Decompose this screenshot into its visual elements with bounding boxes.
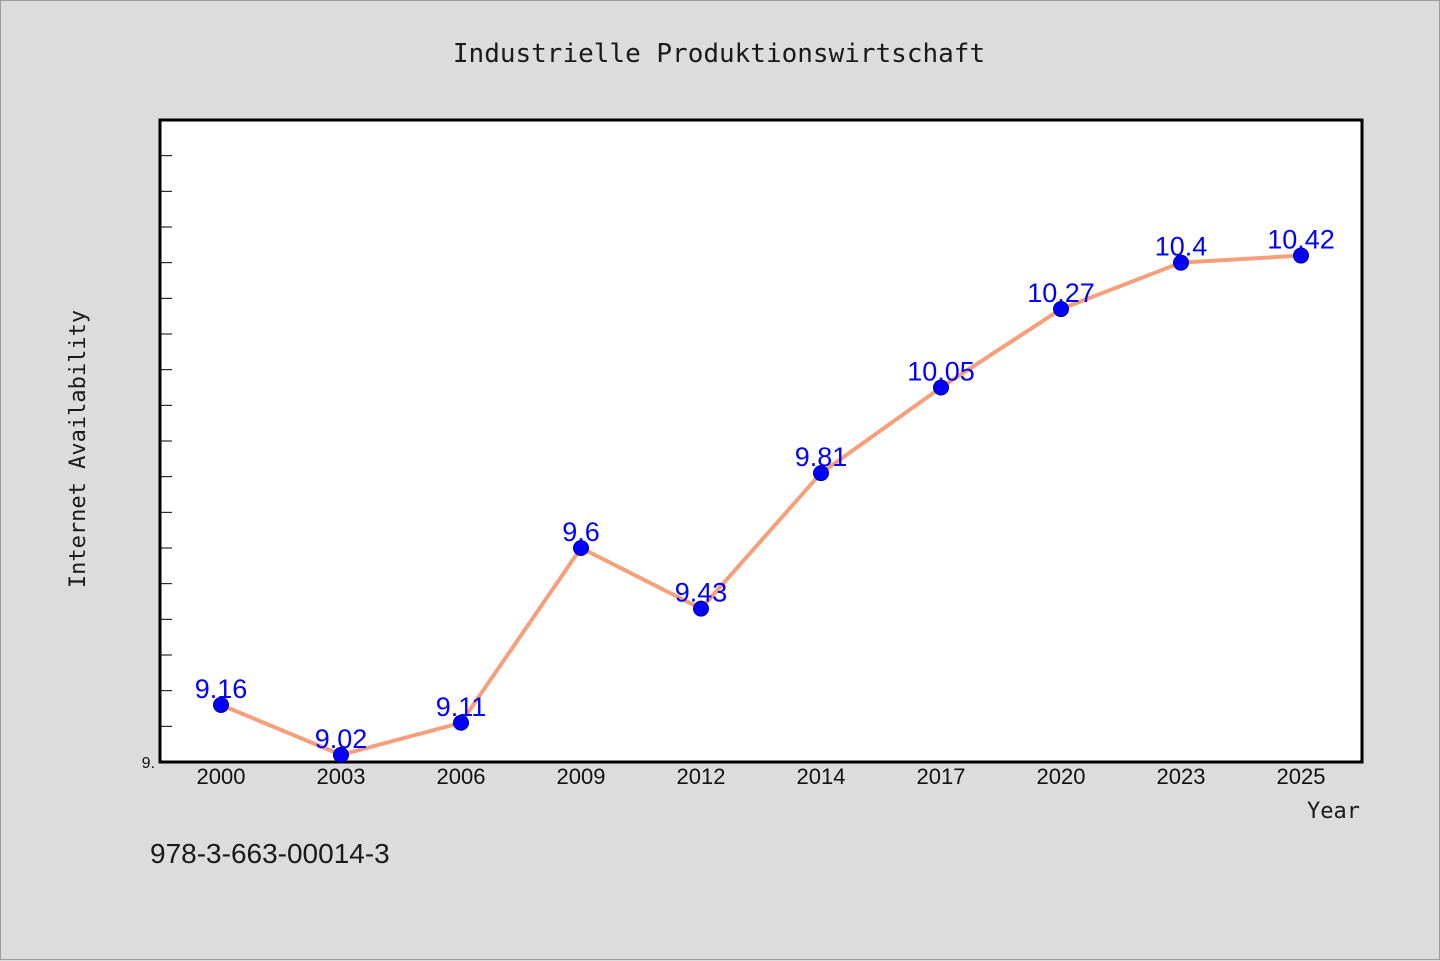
series-line xyxy=(220,253,1302,757)
x-tick-label: 2000 xyxy=(197,764,246,789)
x-axis-ticks: 2000 2003 2006 2009 2012 2014 2017 2020 2023 2025 xyxy=(197,764,1326,789)
x-tick-label: 2020 xyxy=(1037,764,1086,789)
data-point xyxy=(213,696,229,713)
data-label: 9.11 xyxy=(436,692,487,722)
x-tick-label: 2023 xyxy=(1157,764,1206,789)
data-label: 9.81 xyxy=(795,442,848,472)
x-tick-label: 2006 xyxy=(437,764,486,789)
x-tick-label: 2009 xyxy=(557,764,606,789)
data-labels: 9.16 9.02 9.11 9.6 9.43 9.81 10.05 10.27 10.4 10.… xyxy=(195,225,1335,754)
y-tick-label: 9. xyxy=(142,755,155,772)
x-axis-label: Year xyxy=(1307,799,1360,824)
data-point xyxy=(333,746,349,763)
data-point xyxy=(933,379,949,396)
data-label: 10.05 xyxy=(907,357,975,387)
data-point xyxy=(453,714,469,731)
isbn-footer: 978-3-663-00014-3 xyxy=(150,838,390,869)
data-point xyxy=(1293,247,1309,264)
data-point xyxy=(1053,301,1069,318)
data-label: 10.4 xyxy=(1155,232,1208,262)
data-label: 10.42 xyxy=(1267,225,1335,255)
data-label: 10.27 xyxy=(1027,278,1095,308)
x-tick-label: 2017 xyxy=(917,764,966,789)
data-point xyxy=(813,465,829,482)
data-markers xyxy=(213,247,1309,763)
data-point xyxy=(693,600,709,617)
x-tick-label: 2003 xyxy=(317,764,366,789)
plot-area xyxy=(158,118,1364,764)
x-tick-label: 2014 xyxy=(797,764,846,789)
data-point xyxy=(573,540,589,556)
chart-title: Industrielle Produktionswirtschaft xyxy=(453,39,985,69)
y-axis-label: Internet Availability xyxy=(66,310,91,588)
data-label: 9.02 xyxy=(315,724,368,754)
data-label: 9.16 xyxy=(195,674,248,704)
data-point xyxy=(1173,254,1189,271)
data-label: 9.43 xyxy=(675,578,728,608)
x-tick-label: 2012 xyxy=(677,764,726,789)
data-label: 9.6 xyxy=(562,517,600,547)
x-tick-label: 2025 xyxy=(1277,764,1326,789)
y-axis-ticks: 9. xyxy=(142,155,172,772)
